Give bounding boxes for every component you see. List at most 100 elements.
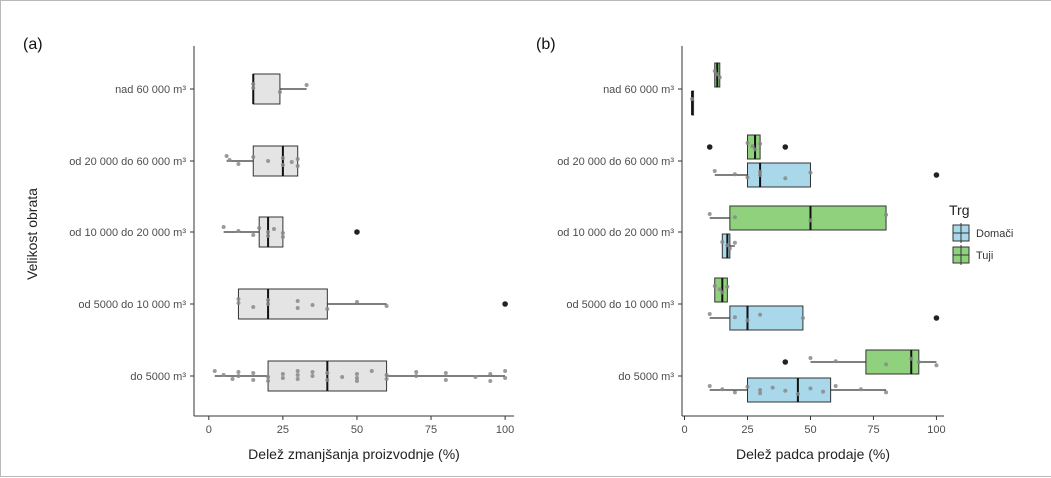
panel-b-tuji-od-5000-do-10-000-m3-group bbox=[712, 277, 730, 303]
panel-b-domaci-do-5000-m3-point bbox=[884, 390, 889, 395]
panel-a-box-nad-60-000-m3-point bbox=[304, 83, 309, 87]
panel-a-y-tick-label-od-20-000-do-60-000-m3: od 20 000 do 60 000 m³ bbox=[69, 156, 186, 168]
panel-a-box-od-5000-do-10-000-m3-point bbox=[266, 302, 271, 306]
panel-a-box-od-10-000-do-20-000-m3-point bbox=[257, 226, 262, 230]
panel-b-domaci-od-10-000-do-20-000-m3-point bbox=[732, 240, 737, 245]
panel-b-tuji-do-5000-m3-outlier bbox=[782, 359, 789, 365]
panel-a-box-od-10-000-do-20-000-m3-point bbox=[266, 234, 271, 238]
panel-b-tuji-od-20-000-do-60-000-m3-point bbox=[750, 144, 755, 149]
panel-b-tuji-do-5000-m3-point bbox=[884, 362, 889, 367]
panel-a-box-do-5000-m3-group bbox=[212, 360, 508, 392]
panel-b-domaci-do-5000-m3-point bbox=[770, 385, 775, 390]
panel-b-tuji-do-5000-m3-point bbox=[808, 356, 813, 360]
legend-entry-tuji: Tuji bbox=[952, 245, 993, 265]
panel-b-domaci-od-20-000-do-60-000-m3-point bbox=[808, 170, 813, 175]
panel-a-box-do-5000-m3-point bbox=[295, 373, 300, 377]
panel-b-domaci-od-5000-do-10-000-m3-point bbox=[732, 315, 737, 320]
panel-b-plot-area: 0 25 50 75 100 nad 60 000 m³ od 20 000 do 60 0… bbox=[557, 46, 946, 436]
panel-a-box-od-10-000-do-20-000-m3-box bbox=[258, 216, 284, 248]
panel-a-x-tick-label-50: 50 bbox=[351, 424, 363, 436]
panel-b-domaci-nad-60-000-m3-point bbox=[690, 97, 695, 101]
panel-a-box-do-5000-m3-point bbox=[251, 378, 256, 382]
panel-a-box-od-5000-do-10-000-m3-outlier bbox=[502, 301, 508, 307]
panel-b-tuji-od-20-000-do-60-000-m3-point bbox=[758, 141, 763, 146]
panel-b-tuji-do-5000-m3-point bbox=[833, 359, 838, 364]
panel-b-tuji-od-20-000-do-60-000-m3-group bbox=[706, 134, 789, 160]
panel-b-domaci-do-5000-m3-point bbox=[795, 392, 800, 396]
panel-a-box-nad-60-000-m3-group bbox=[251, 73, 309, 105]
legend-entry-domaci: Domači bbox=[952, 223, 1013, 243]
panel-a-y-tick-label-nad-60-000-m3: nad 60 000 m³ bbox=[115, 84, 186, 96]
panel-b-domaci-do-5000-m3-point bbox=[758, 391, 763, 396]
panel-a-x-tick-label-75: 75 bbox=[425, 424, 437, 436]
panel-b-tuji-do-5000-m3-point bbox=[916, 360, 921, 364]
panel-a-box-od-5000-do-10-000-m3-point bbox=[325, 307, 330, 311]
legend-label-domaci: Domači bbox=[976, 228, 1013, 240]
legend: Trg Domači Tuji bbox=[949, 202, 1013, 265]
panel-a-box-od-5000-do-10-000-m3-point bbox=[354, 300, 359, 304]
legend-title: Trg bbox=[949, 202, 969, 218]
panel-a-box-do-5000-m3-point bbox=[212, 369, 217, 373]
panel-a-box-do-5000-m3-point bbox=[473, 375, 478, 379]
panel-a-box-od-5000-do-10-000-m3-point bbox=[266, 298, 271, 302]
panel-b-domaci-od-20-000-do-60-000-m3-point bbox=[712, 169, 717, 173]
panel-a-box-od-5000-do-10-000-m3-point bbox=[295, 299, 300, 303]
panel-a-x-tick-label-25: 25 bbox=[277, 424, 289, 436]
panel-a-y-tick-label-do-5000-m3: do 5000 m³ bbox=[130, 371, 186, 383]
panel-a-box-od-5000-do-10-000-m3-group bbox=[236, 288, 508, 320]
panel-b-tuji-od-5000-do-10-000-m3-point bbox=[725, 284, 730, 289]
panel-a-label: (a) bbox=[23, 36, 43, 53]
panel-a-box-nad-60-000-m3-box bbox=[252, 73, 281, 105]
panel-b-tuji-od-5000-do-10-000-m3-point bbox=[720, 290, 725, 295]
panel-a-box-do-5000-m3-point bbox=[221, 373, 226, 377]
panel-b-tuji-od-10-000-do-20-000-m3-point bbox=[808, 218, 813, 223]
panel-b-domaci-do-5000-m3-point bbox=[808, 386, 813, 391]
panel-a-box-od-20-000-do-60-000-m3-point bbox=[224, 154, 229, 158]
panel-a-box-do-5000-m3-point bbox=[384, 373, 389, 377]
panel-b-label: (b) bbox=[536, 36, 556, 53]
panel-a-x-axis-title: Delež zmanjšanja proizvodnje (%) bbox=[248, 446, 460, 462]
panel-b-tuji-nad-60-000-m3-group bbox=[712, 62, 722, 88]
panel-a-box-od-5000-do-10-000-m3-point bbox=[295, 306, 300, 310]
panel-b-tuji-od-20-000-do-60-000-m3-outlier bbox=[706, 144, 713, 150]
panel-b-domaci-od-5000-do-10-000-m3-point bbox=[707, 312, 712, 316]
panel-a-box-do-5000-m3-point bbox=[443, 371, 448, 375]
panel-b-y-tick-label-od-20-000-do-60-000-m3: od 20 000 do 60 000 m³ bbox=[557, 156, 674, 168]
panel-a-box-od-20-000-do-60-000-m3-point bbox=[289, 160, 294, 164]
panel-b-domaci-od-20-000-do-60-000-m3-box bbox=[747, 162, 811, 188]
panel-a-box-od-10-000-do-20-000-m3-point bbox=[280, 231, 285, 235]
panel-a-box-do-5000-m3-point bbox=[236, 374, 241, 378]
panel-a-box-do-5000-m3-point bbox=[354, 379, 359, 383]
panel-b-domaci-od-5000-do-10-000-m3-point bbox=[800, 316, 805, 320]
panel-b-y-tick-label-od-5000-do-10-000-m3: od 5000 do 10 000 m³ bbox=[566, 299, 674, 311]
panel-b-tuji-nad-60-000-m3-point bbox=[715, 72, 720, 77]
panel-b-domaci-od-10-000-do-20-000-m3-point bbox=[725, 243, 730, 248]
panel-a-box-do-5000-m3-point bbox=[266, 379, 271, 383]
panel-b-x-tick-label-0: 0 bbox=[681, 424, 687, 436]
panel-a-plot-area: 0 25 50 75 100 nad 60 000 m³ od 20 000 do 60 0… bbox=[69, 46, 514, 436]
panel-a-box-od-10-000-do-20-000-m3-point bbox=[251, 233, 256, 237]
panel-b-domaci-od-20-000-do-60-000-m3-outlier bbox=[933, 172, 940, 178]
panel-a-box-od-20-000-do-60-000-m3-point bbox=[295, 157, 300, 161]
panel-b-domaci-do-5000-m3-point bbox=[858, 387, 863, 392]
panel-b-domaci-od-20-000-do-60-000-m3-group bbox=[712, 162, 940, 188]
panel-b-tuji-od-10-000-do-20-000-m3-point bbox=[732, 215, 737, 220]
panel-b-x-tick-label-25: 25 bbox=[741, 424, 753, 436]
panel-a-box-do-5000-m3-point bbox=[488, 379, 493, 383]
panel-a-box-od-20-000-do-60-000-m3-point bbox=[280, 156, 285, 160]
panel-a-box-od-20-000-do-60-000-m3-point bbox=[266, 159, 271, 163]
panel-b-domaci-od-10-000-do-20-000-m3-point bbox=[720, 240, 725, 244]
panel-a-box-do-5000-m3-point bbox=[310, 374, 315, 378]
panel-b-x-tick-label-100: 100 bbox=[927, 424, 945, 436]
panel-b-domaci-od-20-000-do-60-000-m3-point bbox=[732, 172, 737, 177]
panel-b-domaci-do-5000-m3-point bbox=[720, 387, 725, 392]
panel-b-tuji-nad-60-000-m3-point bbox=[712, 69, 717, 73]
panel-a-box-do-5000-m3-point bbox=[369, 369, 374, 373]
panel-b-y-tick-label-do-5000-m3: do 5000 m³ bbox=[618, 371, 674, 383]
panel-a-box-od-5000-do-10-000-m3-point bbox=[236, 301, 241, 305]
panel-a-box-od-20-000-do-60-000-m3-point bbox=[280, 163, 285, 167]
panel-a-box-do-5000-m3-point bbox=[384, 377, 389, 381]
panel-b-x-axis-title: Delež padca prodaje (%) bbox=[736, 446, 890, 462]
panel-a-box-do-5000-m3-point bbox=[266, 375, 271, 379]
